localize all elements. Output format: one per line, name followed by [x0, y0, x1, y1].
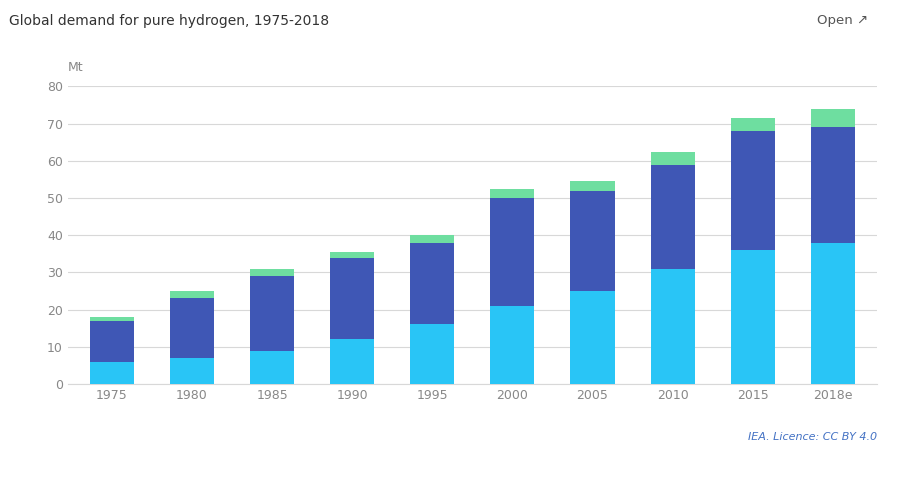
Bar	[410, 235, 454, 243]
Text: Mt: Mt	[68, 61, 83, 74]
Bar	[89, 317, 134, 321]
Bar	[730, 131, 774, 250]
Bar	[810, 243, 854, 384]
Bar	[650, 152, 694, 165]
Text: IEA. Licence: CC BY 4.0: IEA. Licence: CC BY 4.0	[747, 432, 876, 442]
Bar	[650, 165, 694, 269]
Bar	[170, 291, 214, 299]
Bar	[250, 350, 293, 384]
Bar	[170, 358, 214, 384]
Bar	[730, 250, 774, 384]
Bar	[89, 362, 134, 384]
Bar	[570, 291, 614, 384]
Bar	[89, 321, 134, 362]
Bar	[489, 189, 534, 198]
Bar	[410, 324, 454, 384]
Bar	[330, 252, 374, 257]
Text: Open ↗: Open ↗	[815, 14, 867, 27]
Bar	[410, 243, 454, 324]
Bar	[330, 339, 374, 384]
Bar	[570, 181, 614, 191]
Bar	[489, 306, 534, 384]
Bar	[650, 269, 694, 384]
Text: Global demand for pure hydrogen, 1975-2018: Global demand for pure hydrogen, 1975-20…	[9, 14, 329, 28]
Bar	[810, 127, 854, 243]
Bar	[170, 299, 214, 358]
Bar	[810, 109, 854, 127]
Bar	[330, 257, 374, 339]
Bar	[489, 198, 534, 306]
Bar	[570, 191, 614, 291]
Bar	[730, 118, 774, 131]
Bar	[250, 276, 293, 350]
Bar	[250, 269, 293, 276]
